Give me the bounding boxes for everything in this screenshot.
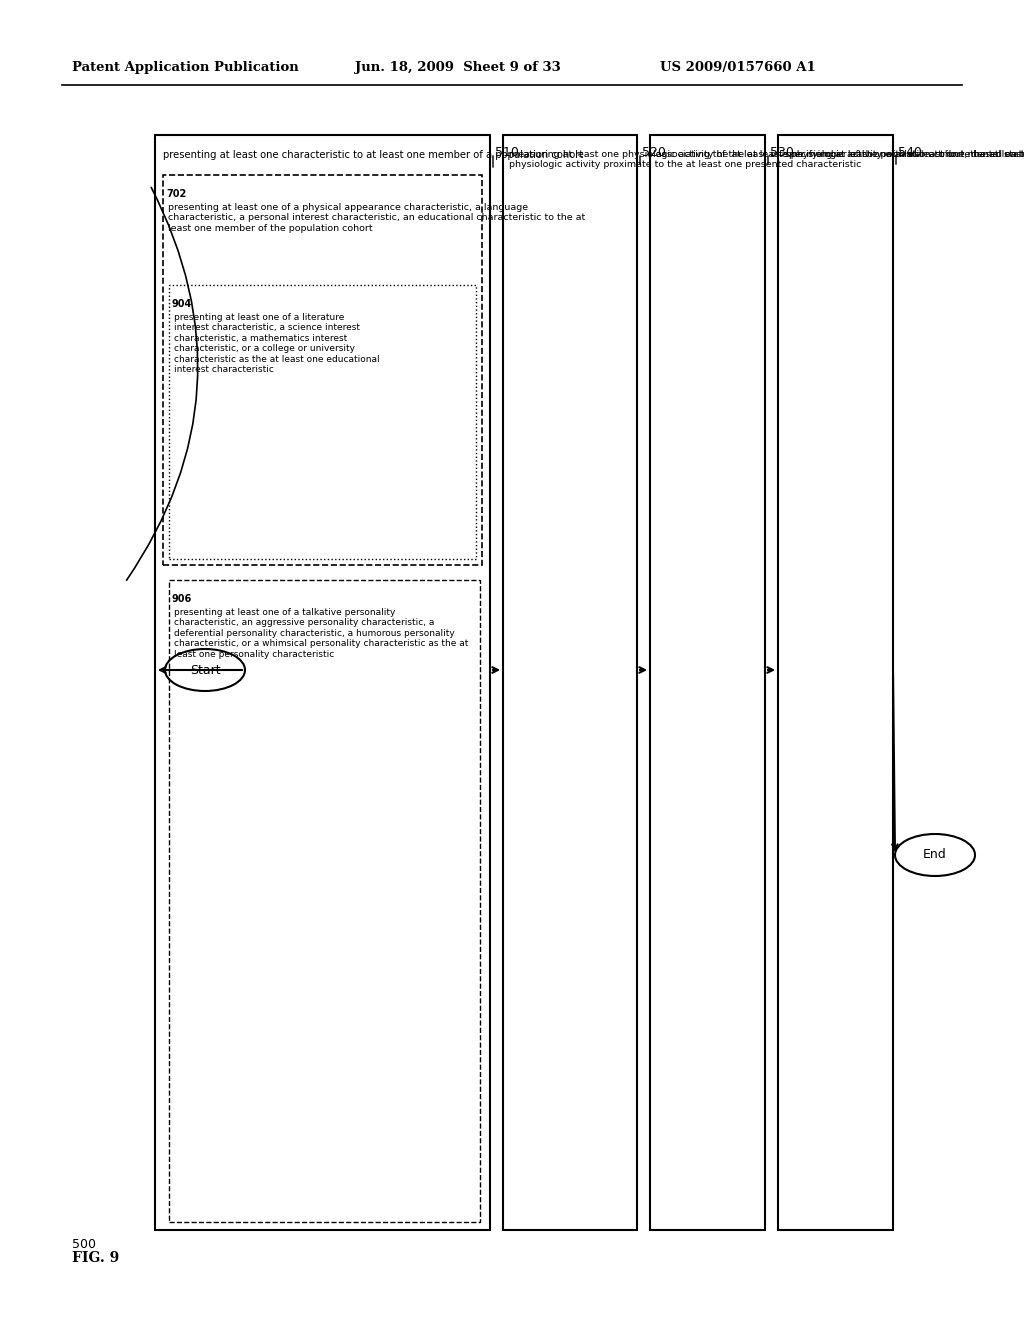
- Bar: [155, 135, 490, 1230]
- Text: Patent Application Publication: Patent Application Publication: [72, 62, 299, 74]
- Text: measuring at least one physiologic activity of the at least one member of the po: measuring at least one physiologic activ…: [509, 150, 1024, 169]
- Text: 540: 540: [898, 147, 922, 160]
- Text: presenting at least one characteristic to at least one member of a population co: presenting at least one characteristic t…: [163, 150, 584, 160]
- Text: 500: 500: [72, 1238, 96, 1251]
- Text: presenting at least one of a physical appearance characteristic, a language
char: presenting at least one of a physical ap…: [168, 203, 586, 232]
- Bar: [650, 135, 765, 1230]
- Bar: [169, 579, 480, 1222]
- Text: 510: 510: [495, 147, 519, 160]
- Text: Jun. 18, 2009  Sheet 9 of 33: Jun. 18, 2009 Sheet 9 of 33: [355, 62, 561, 74]
- Bar: [169, 285, 476, 558]
- Text: End: End: [923, 849, 947, 862]
- Bar: [778, 135, 893, 1230]
- Text: 530: 530: [770, 147, 794, 160]
- Text: associating the at least one physiologic activity with at least one mental state: associating the at least one physiologic…: [656, 150, 1024, 158]
- Text: Start: Start: [189, 664, 220, 676]
- Text: specifying at least one avatar attribute based on the at least one mental state: specifying at least one avatar attribute…: [784, 150, 1024, 158]
- Text: 904: 904: [172, 300, 193, 309]
- Bar: [503, 135, 637, 1230]
- Text: 702: 702: [166, 189, 186, 199]
- Text: US 2009/0157660 A1: US 2009/0157660 A1: [660, 62, 816, 74]
- Bar: [163, 176, 482, 565]
- Text: 906: 906: [172, 594, 193, 605]
- Text: 520: 520: [642, 147, 666, 160]
- Text: presenting at least one of a talkative personality
characteristic, an aggressive: presenting at least one of a talkative p…: [174, 609, 468, 659]
- Text: presenting at least one of a literature
interest characteristic, a science inter: presenting at least one of a literature …: [174, 313, 380, 374]
- Text: FIG. 9: FIG. 9: [72, 1251, 119, 1265]
